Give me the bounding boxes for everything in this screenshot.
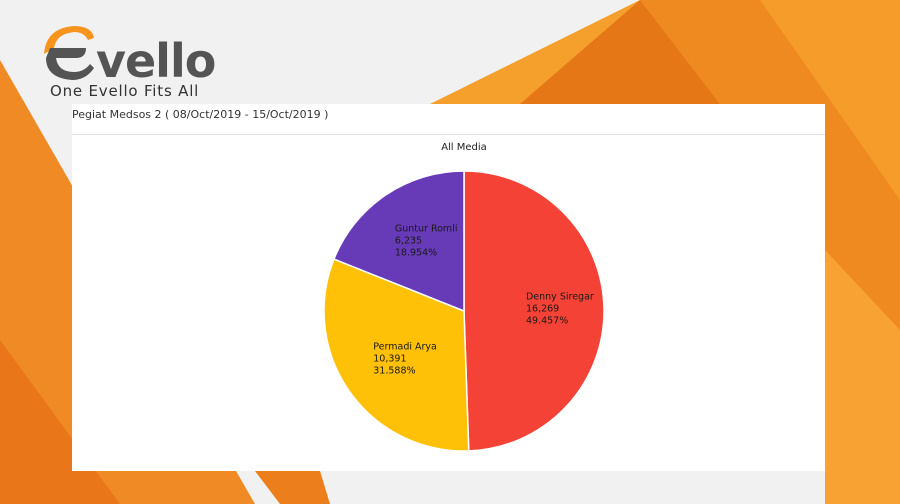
divider bbox=[72, 134, 825, 135]
pie-slice-permadi-arya bbox=[323, 258, 470, 452]
pie-chart: All Media Denny Siregar 16,269 49.457% Perm… bbox=[323, 142, 605, 452]
pie-label: Guntur Romli 6,235 18.954% bbox=[395, 223, 458, 258]
pie-slice-guntur-romli bbox=[333, 170, 465, 313]
pie-labels: Denny Siregar 16,269 49.457% Permadi Arya 10… bbox=[373, 223, 594, 376]
chart-title: All Media bbox=[441, 142, 487, 153]
pie-slices bbox=[323, 170, 605, 452]
tagline: One Evello Fits All bbox=[50, 82, 200, 100]
pie-slice-denny-siregar bbox=[463, 170, 605, 452]
logo-wordmark: vello bbox=[96, 34, 216, 88]
evello-e-icon bbox=[44, 26, 94, 80]
pie-label: Denny Siregar 16,269 49.457% bbox=[526, 292, 594, 327]
report-title: Pegiat Medsos 2 ( 08/Oct/2019 - 15/Oct/2… bbox=[72, 108, 329, 121]
evello-logo: vello bbox=[34, 14, 234, 104]
pie-label: Permadi Arya 10,391 31.588% bbox=[373, 341, 437, 376]
